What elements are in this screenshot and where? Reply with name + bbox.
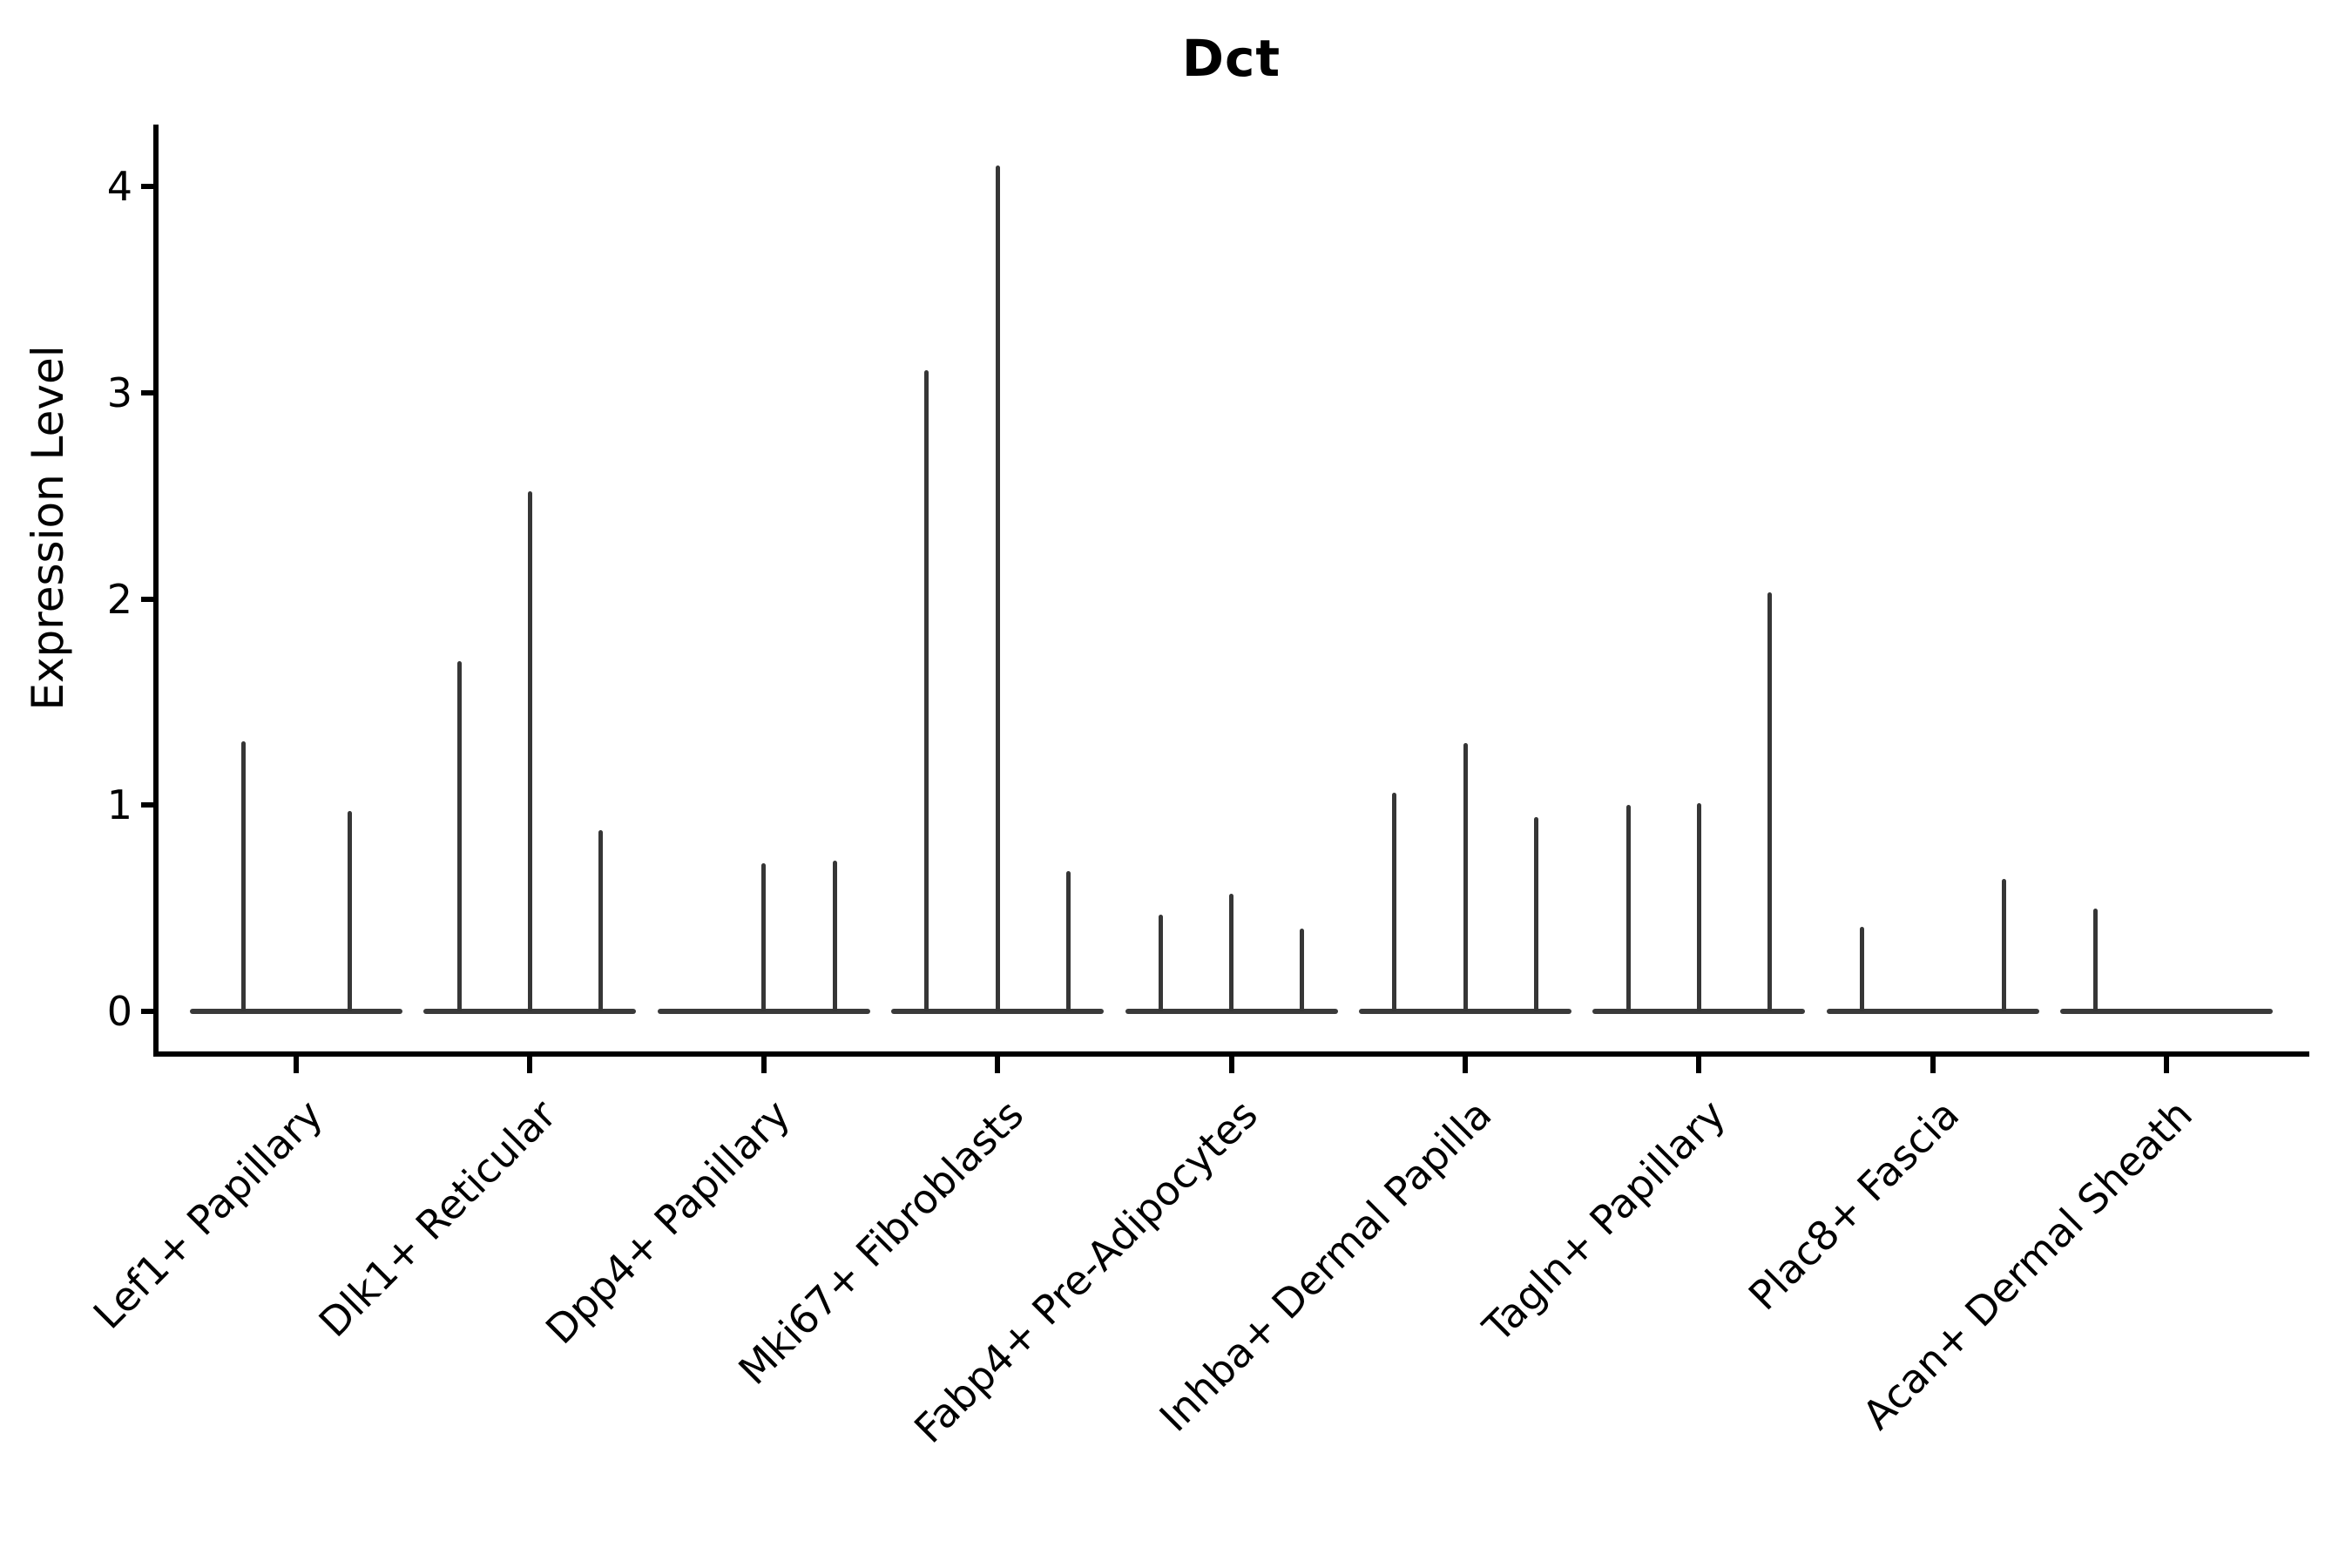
- violin-spike: [1300, 929, 1305, 1011]
- violin-spike: [527, 491, 532, 1011]
- violin-spike: [456, 660, 462, 1011]
- violin-spike: [1533, 817, 1538, 1011]
- violin-baseline: [1125, 1009, 1338, 1014]
- x-tick: [1463, 1057, 1468, 1073]
- violin-baseline: [423, 1009, 637, 1014]
- violin-baseline: [657, 1009, 870, 1014]
- x-axis-label: Tagln+ Papillary: [1473, 1091, 1734, 1351]
- y-tick-label: 3: [106, 368, 132, 416]
- violin-baseline: [891, 1009, 1105, 1014]
- y-tick: [141, 596, 154, 602]
- y-tick-label: 1: [106, 781, 132, 829]
- x-axis-label: Lef1+ Papillary: [84, 1091, 332, 1338]
- x-axis-label: Plac8+ Fascia: [1739, 1091, 1968, 1320]
- x-tick: [760, 1057, 767, 1073]
- violin-spike: [1696, 802, 1701, 1011]
- y-tick-label: 4: [106, 163, 132, 210]
- violin-spike: [240, 740, 246, 1011]
- violin-spike: [598, 829, 604, 1011]
- violin-spike: [347, 811, 352, 1011]
- violin-spike: [1625, 805, 1631, 1011]
- x-tick: [1228, 1057, 1234, 1073]
- x-tick: [294, 1057, 299, 1073]
- violin-spike: [2001, 879, 2006, 1011]
- y-tick: [141, 389, 154, 395]
- violin-spike: [995, 166, 1000, 1011]
- violin-baseline: [190, 1009, 402, 1014]
- x-axis-label: Dpp4+ Papillary: [536, 1091, 799, 1354]
- y-tick: [141, 1009, 154, 1014]
- y-tick-label: 0: [106, 988, 132, 1035]
- x-axis-label: Dlk1+ Reticular: [309, 1091, 565, 1347]
- y-tick: [141, 802, 154, 808]
- x-tick: [1696, 1057, 1702, 1073]
- violin-spike: [832, 861, 837, 1011]
- violin-spike: [1463, 743, 1468, 1011]
- x-tick: [527, 1057, 533, 1073]
- y-axis-spine: [153, 125, 159, 1057]
- violin-spike: [1229, 894, 1234, 1011]
- x-axis-spine: [153, 1051, 2309, 1057]
- plot-title: Dct: [1181, 29, 1281, 88]
- violin-baseline: [1826, 1009, 2039, 1014]
- violin-spike: [761, 862, 767, 1011]
- x-tick: [995, 1057, 1001, 1073]
- violin-spike: [2093, 908, 2099, 1011]
- violin-baseline: [1359, 1009, 1571, 1014]
- violin-spike: [1158, 914, 1163, 1011]
- violin-spike: [1767, 592, 1773, 1011]
- violin-spike: [1859, 926, 1864, 1011]
- violin-spike: [1066, 871, 1071, 1011]
- violin-baseline: [1592, 1009, 1806, 1014]
- y-tick: [141, 184, 154, 189]
- violin-spike: [924, 369, 929, 1011]
- x-tick: [2164, 1057, 2170, 1073]
- violin-spike: [1392, 793, 1397, 1011]
- y-tick-label: 2: [106, 575, 132, 623]
- violin-baseline: [2060, 1009, 2274, 1014]
- x-tick: [1930, 1057, 1936, 1073]
